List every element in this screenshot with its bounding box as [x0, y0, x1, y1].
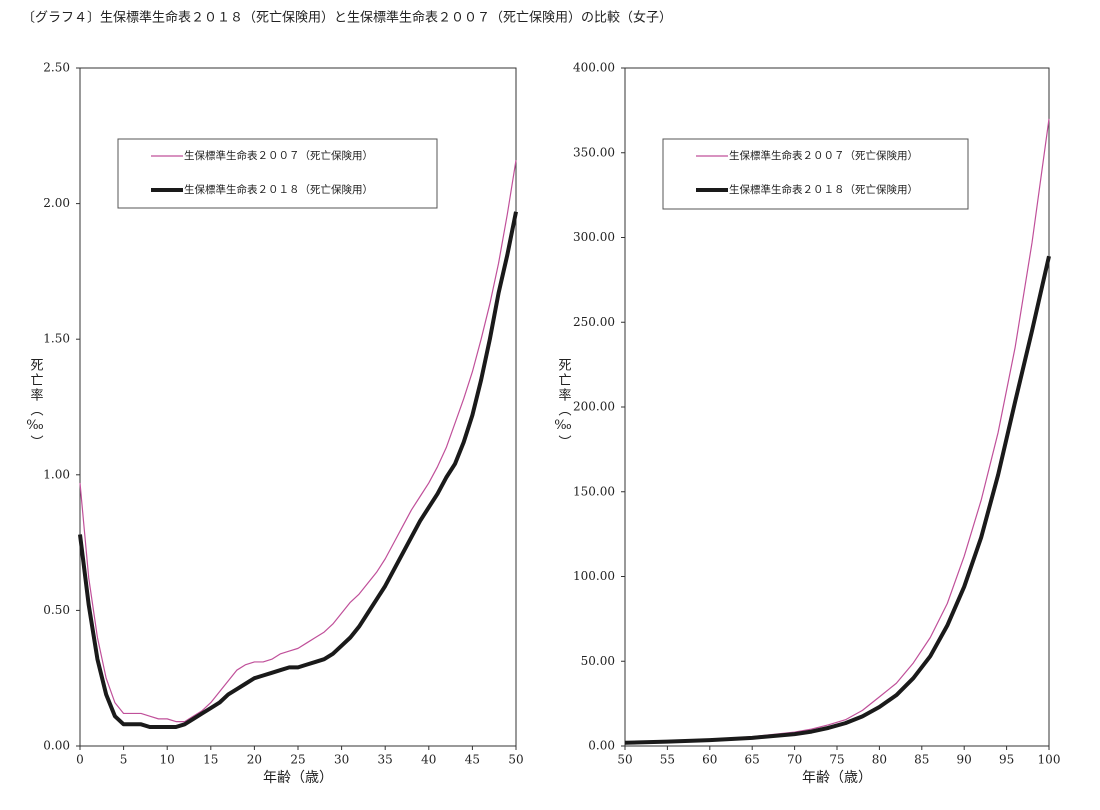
y-tick-label: 100.00: [573, 569, 615, 583]
x-tick-label: 50: [508, 753, 523, 767]
y-tick-label: 0.50: [43, 603, 70, 617]
x-tick-label: 30: [334, 753, 349, 767]
x-tick-label: 75: [829, 753, 844, 767]
y-tick-label: 50.00: [581, 654, 615, 668]
x-tick-label: 40: [421, 753, 436, 767]
x-tick-label: 80: [872, 753, 887, 767]
x-axis-label: 年齢（歳）: [263, 770, 333, 786]
y-tick-label: 0.00: [588, 739, 615, 753]
y-tick-label: 2.50: [43, 61, 70, 75]
legend-label: 生保標準生命表２０１８（死亡保険用）: [184, 183, 373, 196]
y-tick-label: 250.00: [573, 315, 615, 329]
x-tick-label: 95: [999, 753, 1014, 767]
x-tick-label: 50: [617, 753, 632, 767]
y-tick-label: 300.00: [573, 230, 615, 244]
x-tick-label: 25: [290, 753, 305, 767]
y-axis-label: 死亡率（‰）: [26, 358, 43, 450]
x-tick-label: 55: [660, 753, 675, 767]
series-line: [79, 160, 517, 723]
x-tick-label: 70: [787, 753, 802, 767]
x-tick-label: 100: [1038, 753, 1061, 767]
y-tick-label: 1.00: [43, 467, 70, 481]
y-tick-label: 350.00: [573, 145, 615, 159]
y-tick-label: 400.00: [573, 61, 615, 75]
x-tick-label: 90: [957, 753, 972, 767]
y-tick-label: 2.00: [43, 196, 70, 210]
x-axis-label: 年齢（歳）: [802, 770, 872, 786]
series-line: [624, 255, 1051, 745]
legend-box: [117, 138, 438, 209]
x-tick-label: 35: [378, 753, 393, 767]
x-tick-label: 10: [160, 753, 175, 767]
series-line: [78, 211, 518, 730]
x-tick-label: 5: [120, 753, 128, 767]
x-tick-label: 20: [247, 753, 262, 767]
legend-label: 生保標準生命表２００７（死亡保険用）: [729, 149, 918, 162]
x-tick-label: 85: [914, 753, 929, 767]
x-tick-label: 15: [203, 753, 218, 767]
y-tick-label: 150.00: [573, 484, 615, 498]
series-line: [624, 118, 1050, 743]
page-title: 〔グラフ４〕生保標準生命表２０１８（死亡保険用）と生保標準生命表２００７（死亡保…: [22, 10, 672, 26]
x-tick-label: 65: [745, 753, 760, 767]
y-tick-label: 1.50: [43, 332, 70, 346]
y-tick-label: 0.00: [43, 739, 70, 753]
y-axis-label: 死亡率（‰）: [554, 358, 571, 450]
x-tick-label: 60: [702, 753, 717, 767]
legend-label: 生保標準生命表２００７（死亡保険用）: [184, 149, 373, 162]
y-tick-label: 200.00: [573, 400, 615, 414]
legend-label: 生保標準生命表２０１８（死亡保険用）: [729, 183, 918, 196]
x-tick-label: 0: [76, 753, 84, 767]
x-tick-label: 45: [465, 753, 480, 767]
legend-box: [662, 138, 969, 210]
